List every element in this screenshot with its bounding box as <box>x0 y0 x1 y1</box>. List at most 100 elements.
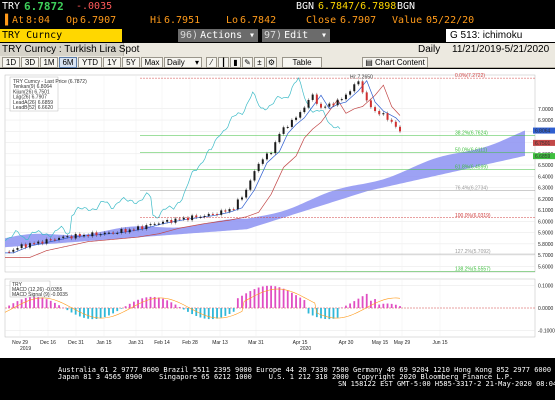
price-axis-label: 5.8000 <box>538 242 554 248</box>
x-axis-label: Apr 30 <box>339 340 354 346</box>
candle-body <box>382 113 385 115</box>
chart-title: TRY Curncy : Turkish Lira Spot <box>2 44 140 55</box>
chart-period: Daily <box>418 44 441 55</box>
x-axis-label: Jun 15 <box>432 340 447 346</box>
candle-body <box>49 239 52 241</box>
macd-bar <box>66 308 69 311</box>
x-axis-label: Feb 28 <box>182 340 198 346</box>
macd-bar <box>95 308 98 319</box>
price-change: -.0035 <box>76 1 113 12</box>
macd-bar <box>320 308 322 319</box>
macd-bar <box>108 308 110 316</box>
candle-body <box>62 236 65 238</box>
low-price: 6.7842 <box>240 15 277 26</box>
legend-entry: Tenkan(9) 6.8064 <box>13 84 52 90</box>
edit-menu[interactable]: 97) Edit ▾ <box>262 29 330 42</box>
macd-bar <box>62 307 65 309</box>
footer-contacts-2: Japan 81 3 4565 8900 Singapore 65 6212 1… <box>58 373 513 381</box>
high-label: Hi <box>150 15 163 26</box>
macd-axis-label: -0.1000 <box>538 328 555 334</box>
macd-bar <box>174 304 177 308</box>
candle-chart-icon[interactable]: ▮ <box>230 57 241 68</box>
bid-ask: 6.7847/6.7898 <box>318 1 397 12</box>
macd-bar <box>33 296 36 308</box>
security-field[interactable]: TRY Curncy <box>0 29 122 42</box>
macd-bar <box>203 308 206 319</box>
price-axis-label: 7.0000 <box>538 107 554 113</box>
frequency-select[interactable]: Daily ▾ <box>164 57 202 68</box>
candle-body <box>174 218 177 223</box>
low-label: Lo <box>226 15 239 26</box>
quote-time: 8:04 <box>26 15 51 26</box>
candle-body <box>132 229 135 231</box>
macd-bar <box>353 301 356 308</box>
x-axis-label: Nov 29 <box>12 340 28 346</box>
macd-bar <box>182 308 185 310</box>
legend-entry: TRY Curncy - Last Price (6.7872) <box>13 79 87 85</box>
candle-body <box>53 239 56 241</box>
candle-body <box>20 244 23 249</box>
price-tag-label: 6.8064 <box>535 129 551 135</box>
price-tag-box <box>533 139 555 146</box>
macd-bar <box>45 299 48 308</box>
candle-body <box>128 229 131 233</box>
macd-bar <box>153 296 156 308</box>
title-box <box>0 43 124 56</box>
period-max-button[interactable]: Max <box>141 57 163 68</box>
quote-detail-bar: ▐ At 8:04 Op 6.7907 Hi 6.7951 Lo 6.7842 … <box>0 13 555 28</box>
candle-body <box>274 142 277 154</box>
period-ytd-button[interactable]: YTD <box>78 57 102 68</box>
settings-icon[interactable]: ⚙ <box>266 57 277 68</box>
price-tag-box <box>533 153 555 160</box>
last-price: 6.7872 <box>24 0 64 13</box>
period-6m-button[interactable]: 6M <box>59 57 77 68</box>
macd-legend-box <box>9 280 51 298</box>
candle-body <box>124 229 127 233</box>
candle-body <box>236 199 239 210</box>
footer-us: U.S. 1 212 318 2000 <box>268 373 349 381</box>
period-1d-button[interactable]: 1D <box>2 57 20 68</box>
candle-body <box>399 126 401 132</box>
candle-body <box>378 111 381 115</box>
candle-body <box>141 226 144 230</box>
macd-bar <box>378 304 381 308</box>
annotate-icon[interactable]: ✎ <box>242 57 253 68</box>
candle-body <box>232 209 235 211</box>
fib-label: 127.2%(5.7092) <box>455 249 491 255</box>
table-button[interactable]: Table <box>282 57 322 68</box>
actions-num: 96) <box>180 30 199 41</box>
period-1m-button[interactable]: 1M <box>40 57 58 68</box>
candle-body <box>70 236 73 239</box>
chart-content-button[interactable]: ▤ Chart Content <box>362 57 428 68</box>
zoom-icon[interactable]: ± <box>254 57 265 68</box>
candle-body <box>153 223 156 225</box>
macd-bar <box>340 307 343 308</box>
candle-body <box>203 215 206 217</box>
macd-bar <box>290 292 293 308</box>
macd-bar <box>399 306 401 308</box>
candle-body <box>261 159 264 164</box>
macd-bar <box>216 308 218 319</box>
bar-chart-icon[interactable]: ┃ <box>218 57 229 68</box>
price-axis-label: 5.9000 <box>538 231 554 237</box>
price-axis-label: 6.4000 <box>538 174 554 180</box>
candle-body <box>249 180 252 190</box>
period-1y-button[interactable]: 1Y <box>103 57 121 68</box>
macd-bar <box>41 297 44 308</box>
open-label: Op <box>66 15 79 26</box>
candle-body <box>78 233 81 237</box>
macd-bar <box>266 285 268 308</box>
price-axis-label: 6.2000 <box>538 197 554 203</box>
macd-bar <box>53 302 56 308</box>
period-5y-button[interactable]: 5Y <box>122 57 140 68</box>
chart-area[interactable]: 7.00006.90006.80006.70006.60006.50006.40… <box>0 69 555 358</box>
line-chart-icon[interactable]: ⁄ <box>206 57 217 68</box>
actions-menu[interactable]: 96) Actions ▾ <box>178 29 258 42</box>
ichimoku-cloud <box>5 130 525 248</box>
candle-body <box>299 112 302 118</box>
candle-body <box>311 94 314 100</box>
candle-body <box>349 91 352 95</box>
macd-bar <box>141 298 144 308</box>
period-3d-button[interactable]: 3D <box>21 57 39 68</box>
candle-body <box>182 217 185 220</box>
